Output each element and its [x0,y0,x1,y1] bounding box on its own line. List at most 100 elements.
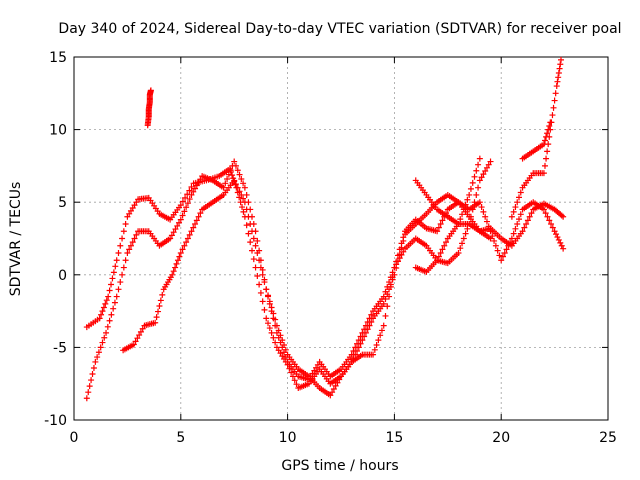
data-point [483,164,490,171]
data-point [117,242,124,249]
data-point [174,222,181,229]
data-point [270,334,277,341]
data-point [459,240,466,247]
data-point [439,246,446,253]
data-point [220,184,227,191]
data-point [512,225,519,232]
data-point [110,305,117,312]
data-point [439,217,446,224]
data-point [102,300,109,307]
data-point [398,244,405,251]
data-point [265,320,272,327]
data-point [543,155,550,162]
data-point [195,179,202,186]
data-point [243,191,250,198]
data-point [361,326,368,333]
data-point [122,257,129,264]
data-point [553,83,560,90]
data-point [134,335,141,342]
data-point [482,167,489,174]
data-point [181,208,188,215]
x-tick-label: 15 [385,430,403,446]
y-tick-label: 10 [49,123,67,139]
data-point [147,87,154,94]
data-point [544,213,551,220]
data-point [122,220,129,227]
data-point [362,322,369,329]
data-point [256,257,263,264]
data-point [368,311,375,318]
data-point [499,253,506,260]
data-point [540,170,547,177]
data-point [560,245,567,252]
x-tick-label: 0 [70,430,79,446]
data-point [544,148,551,155]
data-point [94,354,101,361]
data-point [466,191,473,198]
data-point [375,337,382,344]
data-point [137,328,144,335]
data-point [95,349,102,356]
data-point [139,325,146,332]
series-track-5 [412,177,494,242]
data-point [457,245,464,252]
data-point [282,354,289,361]
data-point [348,351,355,358]
data-point [234,184,241,191]
data-point [288,369,295,376]
data-point [181,242,188,249]
data-point [126,246,133,253]
data-point [389,269,396,276]
data-point [152,319,159,326]
data-point [172,264,179,271]
data-point [391,264,398,271]
data-point [179,198,186,205]
series-track-6 [508,56,565,220]
data-point [434,228,441,235]
data-point [475,184,482,191]
data-point [382,312,389,319]
data-point [184,200,191,207]
data-point [186,231,193,238]
data-point [464,196,471,203]
data-point [240,195,247,202]
data-point [394,258,401,265]
data-point [183,204,190,211]
data-point [329,389,336,396]
data-point [252,242,259,249]
data-point [172,226,179,233]
data-point [177,250,184,257]
data-point [462,230,469,237]
data-point [494,247,501,254]
data-point [192,185,199,192]
series-track-7 [519,119,554,162]
data-point [485,223,492,230]
plot-frame [73,56,609,421]
data-point [232,181,239,188]
data-point [227,167,234,174]
data-point [496,252,503,259]
data-point [113,257,120,264]
data-point [238,191,245,198]
data-point [177,202,184,209]
data-point [516,194,522,201]
data-point [249,247,255,254]
data-point [523,220,530,227]
data-point [548,220,555,227]
data-point [167,235,174,242]
data-point [176,219,183,226]
data-point [188,228,195,235]
data-point [555,74,562,81]
data-point [188,183,195,190]
data-point [480,208,487,215]
data-point [501,250,508,257]
y-tick-label: 0 [58,268,67,284]
data-point [492,242,499,249]
data-point [263,315,270,322]
data-point [483,218,490,225]
data-point [273,329,280,336]
data-point [119,271,126,278]
data-point [105,293,112,300]
data-point [546,122,553,129]
data-point [156,303,163,310]
